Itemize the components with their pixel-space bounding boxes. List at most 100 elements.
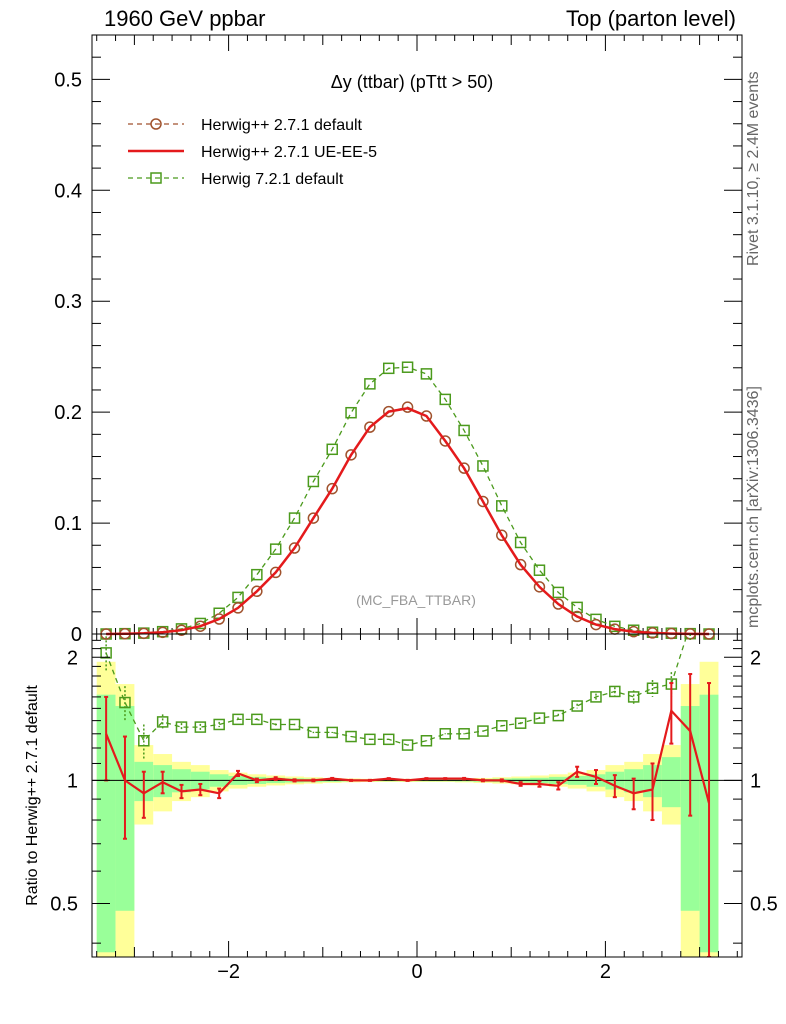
ratio-xtick-label: 2 — [600, 961, 611, 983]
data-point-circle — [307, 512, 320, 524]
ratio-ytick-label-right: 2 — [750, 647, 761, 669]
data-point-circle — [326, 482, 338, 495]
data-point-square — [458, 424, 470, 437]
main-ytick-label: 0.4 — [54, 180, 82, 202]
data-point-square — [345, 406, 357, 419]
data-point-circle — [571, 610, 583, 623]
data-point-square — [514, 536, 527, 549]
ratio-xtick-label: −2 — [217, 961, 240, 983]
ratio-green-point — [704, 606, 714, 616]
data-point-square — [364, 378, 376, 390]
series-line — [106, 366, 710, 635]
header-right: Top (parton level) — [566, 6, 736, 31]
ratio-green-point — [156, 716, 169, 728]
ratio-ytick-label-right: 0.5 — [750, 894, 778, 916]
ratio-ytick-label-left: 1 — [67, 770, 78, 792]
ratio-green-point — [213, 718, 225, 731]
data-point-circle — [213, 613, 225, 625]
data-point-circle — [401, 401, 414, 413]
legend: Herwig++ 2.7.1 default Herwig++ 2.7.1 UE-… — [128, 117, 377, 188]
data-point-square — [571, 601, 583, 614]
ratio-green-point — [401, 739, 414, 751]
main-plot-panel: 0 0.1 0.2 0.3 0.4 0.5 Δy (ttbar) (pTtt > 50) (M… — [54, 34, 743, 646]
ratio-green-point — [609, 685, 621, 698]
data-point-circle — [269, 566, 282, 579]
main-title: Δy (ttbar) (pTtt > 50) — [331, 72, 494, 92]
ratio-green-point — [175, 721, 188, 733]
ratio-green-point — [326, 726, 338, 739]
ratio-green-point — [552, 709, 565, 722]
main-ytick-label: 0.5 — [54, 69, 82, 91]
data-point-circle — [364, 421, 376, 433]
ratio-green-point — [439, 728, 452, 740]
data-point-square — [401, 361, 414, 373]
data-point-square — [420, 368, 433, 380]
data-point-square — [382, 362, 395, 375]
data-point-square — [307, 475, 320, 488]
ratio-green-point — [251, 713, 263, 726]
ratio-green-point — [307, 726, 320, 739]
data-point-square — [269, 543, 282, 555]
data-point-circle — [552, 598, 565, 610]
data-point-square — [251, 568, 263, 581]
data-point-circle — [439, 435, 452, 447]
legend-marker-circle — [150, 118, 162, 130]
header-left: 1960 GeV ppbar — [104, 6, 266, 31]
ratio-green-point — [571, 700, 583, 712]
ratio-green-point — [232, 713, 244, 726]
data-point-circle — [232, 602, 244, 614]
green-band — [96, 694, 116, 953]
ratio-green-point — [269, 718, 282, 731]
main-ytick-label: 0.1 — [54, 513, 82, 535]
main-frame — [91, 34, 743, 635]
ratio-green-point — [533, 712, 546, 724]
data-point-circle — [496, 529, 508, 542]
data-point-square — [496, 500, 508, 512]
ratio-green-point — [288, 718, 301, 731]
legend-entry-label: Herwig++ 2.7.1 default — [201, 117, 363, 134]
data-point-square — [439, 393, 452, 406]
legend-marker-square — [150, 172, 162, 184]
data-point-square — [326, 443, 338, 456]
ratio-ytick-label-left: 0.5 — [50, 894, 78, 916]
data-point-circle — [251, 585, 263, 598]
ratio-green-point — [646, 682, 659, 694]
data-point-circle — [288, 542, 301, 554]
main-ytick-label: 0.3 — [54, 291, 82, 313]
legend-entry-label: Herwig++ 2.7.1 UE-EE-5 — [201, 144, 377, 161]
ratio-xtick-label: 0 — [411, 961, 422, 983]
data-point-circle — [533, 581, 546, 593]
main-ytick-label: 0.2 — [54, 402, 82, 424]
ratio-green-point — [100, 647, 112, 659]
ratio-green-point — [627, 691, 640, 703]
data-point-square — [533, 564, 546, 576]
green-band — [661, 757, 681, 808]
series-1 — [106, 407, 710, 636]
ratio-green-point — [194, 721, 207, 733]
ratio-ytick-label-right: 1 — [750, 770, 761, 792]
data-point-square — [552, 586, 565, 599]
ratio-green-point — [590, 691, 602, 703]
data-point-square — [477, 460, 489, 472]
ratio-green-point — [119, 696, 131, 709]
ratio-green-point — [514, 717, 527, 729]
legend-entry-label: Herwig 7.2.1 default — [201, 171, 344, 188]
ratio-ytick-label-left: 2 — [67, 647, 78, 669]
ratio-green-point — [345, 730, 357, 743]
ratio-content — [92, 606, 742, 957]
main-ytick-label: 0 — [71, 624, 82, 646]
ratio-green-point — [477, 725, 489, 737]
ratio-green-point — [420, 735, 433, 747]
ratio-ylabel: Ratio to Herwig++ 2.7.1 default — [24, 685, 41, 906]
data-point-circle — [477, 495, 489, 508]
data-point-circle — [458, 462, 470, 474]
data-point-square — [288, 512, 301, 524]
series-line — [106, 407, 710, 636]
ratio-green-point — [382, 733, 395, 746]
ratio-green-point — [496, 720, 508, 732]
data-point-circle — [420, 410, 433, 422]
data-point-circle — [514, 558, 527, 571]
data-point-circle — [345, 449, 357, 461]
